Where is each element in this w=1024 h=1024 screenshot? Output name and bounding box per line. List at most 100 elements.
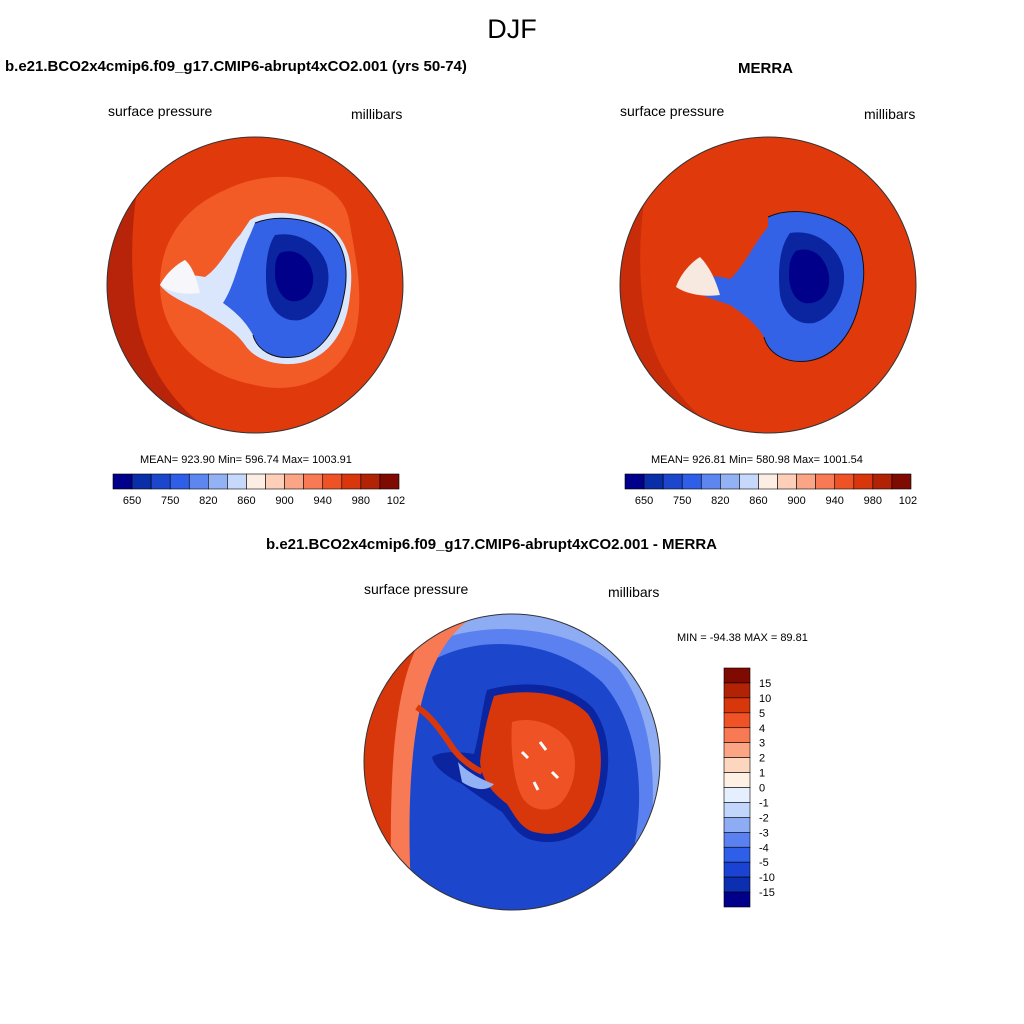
colorbar-merra-tick-label: 980 <box>864 495 882 507</box>
panel-1-title: b.e21.BCO2x4cmip6.f09_g17.CMIP6-abrupt4x… <box>5 58 467 75</box>
panel-1-stats: MEAN= 923.90 Min= 596.74 Max= 1003.91 <box>140 454 352 466</box>
colorbar-model-tick-label: 940 <box>314 495 332 507</box>
colorbar-difference-box <box>723 846 751 863</box>
colorbar-merra-box <box>777 473 797 490</box>
colorbar-merra-box <box>739 473 759 490</box>
colorbar-difference-tick-label: -2 <box>759 812 769 824</box>
colorbar-merra-tick-label: 940 <box>826 495 844 507</box>
colorbar-merra-box <box>796 473 816 490</box>
panel-3-stats: MIN = -94.38 MAX = 89.81 <box>677 632 808 644</box>
colorbar-merra-tick-label: 1020 <box>899 495 917 507</box>
colorbar-difference-tick-label: 0 <box>759 783 765 795</box>
colorbar-difference-box <box>723 787 751 803</box>
colorbar-model-box <box>303 473 324 490</box>
colorbar-difference-box <box>723 757 751 773</box>
colorbar-merra: 650 750 820 860 900 940 980 1020 <box>624 473 917 507</box>
panel-2-variable-label: surface pressure <box>620 103 725 119</box>
colorbar-merra-box <box>853 473 874 490</box>
colorbar-difference-box <box>723 772 751 788</box>
colorbar-model-tick-label: 860 <box>237 495 255 507</box>
colorbar-model-tick-label: 750 <box>161 495 179 507</box>
colorbar-merra-box <box>834 473 855 490</box>
colorbar-difference-tick-label: 2 <box>759 753 765 765</box>
colorbar-model-box <box>150 473 171 490</box>
colorbar-model-box <box>322 473 343 490</box>
colorbar-model-box <box>131 473 152 490</box>
colorbar-difference-box <box>723 891 751 908</box>
colorbar-merra-boxes <box>624 473 912 490</box>
panel-3-title: b.e21.BCO2x4cmip6.f09_g17.CMIP6-abrupt4x… <box>266 536 717 553</box>
colorbar-model-box <box>208 473 228 490</box>
colorbar-difference-boxes <box>723 667 751 908</box>
colorbar-difference-box <box>723 667 751 684</box>
model-pressure-map <box>106 136 404 434</box>
colorbar-difference-tick-label: 3 <box>759 738 765 750</box>
colorbar-merra-tick-label: 860 <box>749 495 767 507</box>
colorbar-merra-box <box>681 473 702 490</box>
colorbar-difference-tick-label: 10 <box>759 693 771 705</box>
colorbar-model-tick-label: 1020 <box>387 495 405 507</box>
colorbar-merra-ticks: 650 750 820 860 900 940 980 1020 <box>635 495 917 507</box>
colorbar-merra-box <box>662 473 683 490</box>
colorbar-model-box <box>246 473 266 490</box>
colorbar-difference-tick-label: 1 <box>759 768 765 780</box>
colorbar-model-box <box>284 473 304 490</box>
colorbar-model-tick-label: 820 <box>199 495 217 507</box>
colorbar-difference-box <box>723 876 751 893</box>
colorbar-model-boxes <box>112 473 400 490</box>
panel-1-units-label: millibars <box>351 106 403 122</box>
colorbar-difference-tick-label: -5 <box>759 857 769 869</box>
colorbar-difference-tick-label: -15 <box>759 887 775 899</box>
panel-3-units-label: millibars <box>608 584 660 600</box>
colorbar-difference-box <box>723 712 751 729</box>
colorbar-model-tick-label: 650 <box>123 495 141 507</box>
colorbar-difference-tick-label: 5 <box>759 708 765 720</box>
colorbar-difference-tick-label: 4 <box>759 723 765 735</box>
colorbar-merra-box <box>720 473 740 490</box>
colorbar-merra-box <box>872 473 893 490</box>
colorbar-model-tick-label: 980 <box>352 495 370 507</box>
colorbar-difference-box <box>723 727 751 743</box>
colorbar-difference-tick-label: -3 <box>759 827 769 839</box>
colorbar-merra-box <box>815 473 836 490</box>
panel-3-variable-label: surface pressure <box>364 581 469 597</box>
colorbar-merra-box <box>643 473 664 490</box>
colorbar-merra-box <box>624 473 645 490</box>
colorbar-difference-tick-label: -4 <box>759 842 769 854</box>
colorbar-model-box <box>379 473 400 490</box>
colorbar-model-box <box>227 473 247 490</box>
colorbar-model-box <box>360 473 381 490</box>
figure-title: DJF <box>487 14 537 44</box>
colorbar-difference-tick-label: -1 <box>759 797 769 809</box>
colorbar-difference-box <box>723 802 751 818</box>
colorbar-difference-box <box>723 817 751 833</box>
merra-pressure-map <box>619 136 917 434</box>
colorbar-merra-tick-label: 750 <box>673 495 691 507</box>
colorbar-difference-box <box>723 682 751 699</box>
colorbar-model-box <box>341 473 362 490</box>
colorbar-difference-box <box>723 832 751 848</box>
colorbar-merra-tick-label: 900 <box>787 495 805 507</box>
panel-1-variable-label: surface pressure <box>108 103 213 119</box>
colorbar-merra-tick-label: 820 <box>711 495 729 507</box>
colorbar-model-ticks: 650 750 820 860 900 940 980 1020 <box>123 495 405 507</box>
colorbar-merra-tick-label: 650 <box>635 495 653 507</box>
difference-pressure-map <box>363 613 661 911</box>
colorbar-model-box <box>169 473 190 490</box>
colorbar-difference-tick-label: 15 <box>759 678 771 690</box>
colorbar-model: 650 750 820 860 900 940 980 1020 <box>112 473 405 507</box>
panel-2-title: MERRA <box>738 60 793 77</box>
colorbar-merra-box <box>891 473 912 490</box>
colorbar-difference-box <box>723 861 751 878</box>
colorbar-difference-box <box>723 742 751 758</box>
colorbar-merra-box <box>700 473 721 490</box>
colorbar-merra-box <box>758 473 778 490</box>
colorbar-model-tick-label: 900 <box>275 495 293 507</box>
colorbar-model-box <box>188 473 209 490</box>
colorbar-difference-tick-label: -10 <box>759 872 775 884</box>
colorbar-model-box <box>112 473 133 490</box>
panel-2-units-label: millibars <box>864 106 916 122</box>
panel-2-stats: MEAN= 926.81 Min= 580.98 Max= 1001.54 <box>651 454 863 466</box>
